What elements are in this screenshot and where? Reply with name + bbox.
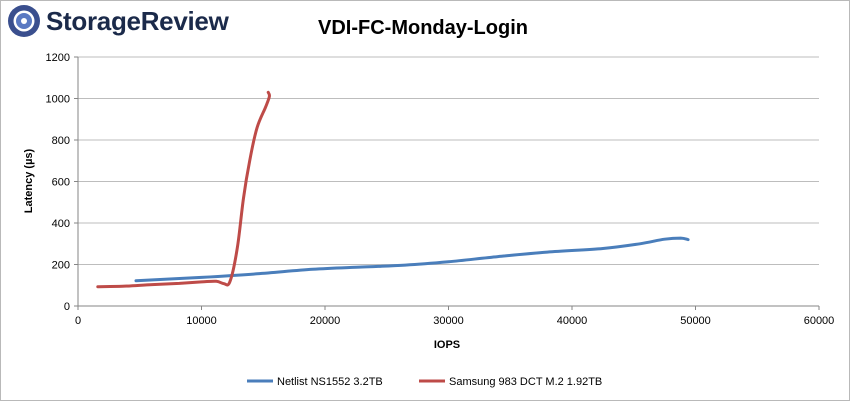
y-tick-label: 200 xyxy=(52,260,70,272)
y-tick-labels: 0 200 400 600 800 1000 1200 xyxy=(46,52,70,313)
x-tick-label: 30000 xyxy=(433,315,464,327)
legend-label-1: Netlist NS1552 3.2TB xyxy=(277,376,383,388)
axes xyxy=(74,56,820,310)
logo-wordmark: StorageReview xyxy=(46,5,229,36)
x-tick-label: 20000 xyxy=(310,315,341,327)
legend-label-2: Samsung 983 DCT M.2 1.92TB xyxy=(449,376,602,388)
x-axis-label: IOPS xyxy=(434,339,460,351)
x-tick-label: 50000 xyxy=(680,315,711,327)
y-tick-label: 1000 xyxy=(46,94,70,106)
storagereview-logo-icon xyxy=(8,5,40,37)
chart-title: VDI-FC-Monday-Login xyxy=(318,17,528,39)
legend: Netlist NS1552 3.2TB Samsung 983 DCT M.2 … xyxy=(247,376,602,388)
y-tick-label: 1200 xyxy=(46,52,70,64)
x-tick-label: 10000 xyxy=(186,315,217,327)
x-tick-labels: 0 10000 20000 30000 40000 50000 60000 xyxy=(75,315,834,327)
y-tick-label: 400 xyxy=(52,218,70,230)
grid-lines xyxy=(78,56,819,265)
y-axis-label: Latency (µs) xyxy=(23,148,35,213)
y-tick-label: 600 xyxy=(52,177,70,189)
y-tick-label: 0 xyxy=(64,301,70,313)
x-tick-label: 0 xyxy=(75,315,81,327)
series-line-netlist-ns1552-3-2tb xyxy=(134,236,690,283)
y-tick-label: 800 xyxy=(52,135,70,147)
storagereview-logo: StorageReview xyxy=(7,4,229,38)
series-line-samsung-983-dct-m-2-1-92tb xyxy=(96,90,271,289)
series-layer xyxy=(96,90,690,289)
x-tick-label: 60000 xyxy=(804,315,835,327)
x-tick-label: 40000 xyxy=(557,315,588,327)
